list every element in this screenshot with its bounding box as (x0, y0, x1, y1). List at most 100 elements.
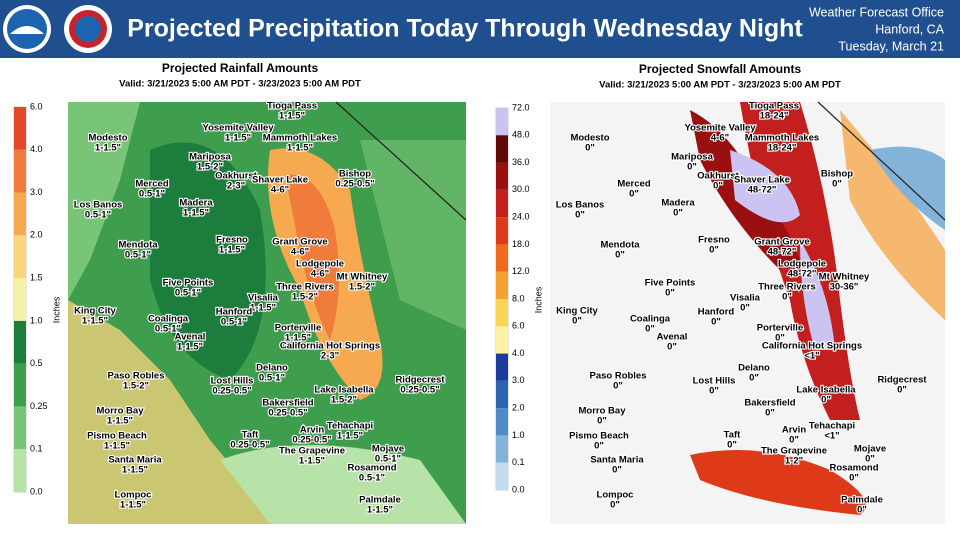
town-amount: 0" (832, 179, 842, 190)
colorbar-swatch (496, 299, 508, 327)
town-amount: 0" (749, 373, 759, 384)
colorbar-swatch (14, 320, 26, 364)
town-amount: 0" (857, 505, 867, 516)
town-name: Hanford (698, 307, 735, 318)
town-amount: 0.5-1" (359, 473, 385, 484)
town-amount: 0" (765, 408, 775, 419)
town-name: Palmdale (359, 495, 401, 506)
town-amount: 0" (740, 303, 750, 314)
town-name: Fresno (216, 235, 248, 246)
colorbar-tick: 8.0 (512, 293, 525, 303)
town-name: Bakersfield (744, 398, 795, 409)
town-amount: 0.5-1" (375, 454, 401, 465)
town-name: Grant Grove (272, 237, 327, 248)
colorbar-tick: 2.0 (30, 230, 43, 240)
colorbar-swatch (14, 107, 26, 150)
town-amount: 0" (713, 181, 723, 192)
town-name: Bishop (339, 169, 371, 180)
colorbar-swatch (14, 278, 26, 321)
town-name: Coalinga (630, 314, 671, 325)
colorbar: 6.0 4.0 3.0 2.0 1.5 1.0 0.5 0.25 0.1 0.0 (13, 101, 48, 496)
town-amount: 0.25-0.5" (268, 408, 307, 419)
town-name: The Grapevine (279, 446, 345, 457)
town-amount: 0" (613, 381, 623, 392)
town-name: Yosemite Valley (684, 123, 756, 134)
town-name: Mammoth Lakes (745, 133, 819, 144)
town-amount: 1-2" (785, 456, 803, 467)
town-amount: 0" (585, 143, 595, 154)
town-name: Grant Grove (754, 237, 809, 248)
town-name: Shaver Lake (252, 175, 308, 186)
town-amount: 0" (687, 162, 697, 173)
town-amount: 0.5-1" (125, 250, 151, 261)
colorbar-swatch (496, 408, 508, 436)
town-name: Five Points (645, 278, 696, 289)
town-amount: 0" (865, 454, 875, 465)
colorbar-swatch (14, 192, 26, 236)
town-amount: 0" (572, 316, 582, 327)
town-amount: 0" (629, 189, 639, 200)
snow-map (550, 101, 946, 524)
map-area (690, 450, 866, 515)
town-name: Pismo Beach (87, 431, 147, 442)
colorbar-swatch (496, 353, 508, 381)
colorbar: 72.0 48.0 36.0 30.0 24.0 18.0 12.0 8.0 6.0 4.0 3.0… (495, 102, 530, 494)
town-amount: 0" (615, 250, 625, 261)
town-name: Los Banos (556, 200, 605, 211)
town-amount: <1" (824, 431, 839, 442)
town-name: Lodgepole (296, 259, 344, 270)
colorbar-tick: 2.0 (512, 403, 525, 413)
town-amount: 2-3" (227, 181, 245, 192)
colorbar-swatch (496, 380, 508, 409)
colorbar-swatch (496, 189, 508, 218)
town-amount: 0" (597, 416, 607, 427)
town-name: The Grapevine (761, 446, 827, 457)
town-amount: 1-1.5" (95, 143, 121, 154)
town-amount: 0" (665, 288, 675, 299)
colorbar-tick: 1.5 (30, 272, 43, 282)
town-amount: 1-1.5" (82, 316, 108, 327)
town-name: Avenal (657, 332, 688, 343)
town-name: Santa Maria (590, 455, 644, 466)
town-name: Lost Hills (211, 376, 254, 387)
panel-valid: Valid: 3/21/2023 5:00 AM PDT - 3/23/2023… (119, 79, 361, 90)
state-line (817, 101, 946, 221)
town-name: Porterville (757, 323, 803, 334)
town-amount: 1-1.5" (367, 505, 393, 516)
town-name: Madera (661, 198, 695, 209)
town-name: Yosemite Valley (202, 123, 274, 134)
town-amount: 1-1.5" (279, 111, 305, 122)
town-name: King City (74, 306, 116, 317)
colorbar-tick: 0.0 (512, 484, 525, 494)
town-name: Pismo Beach (569, 431, 629, 442)
colorbar-tick: 0.0 (30, 486, 43, 496)
town-name: Mariposa (189, 152, 231, 163)
town-name: Oakhurst (215, 171, 258, 182)
town-amount: 1-1.5" (225, 133, 251, 144)
town-amount: 0" (645, 324, 655, 335)
town-name: Lost Hills (693, 376, 736, 387)
map-area (68, 102, 140, 300)
town-name: Mammoth Lakes (263, 133, 337, 144)
town-name: Lake Isabella (314, 385, 374, 396)
town-amount: 0" (673, 208, 683, 219)
town-name: Tioga Pass (267, 101, 317, 112)
nws-logo-inner (75, 16, 101, 42)
header-bar (0, 0, 960, 58)
town-name: Fresno (698, 235, 730, 246)
town-name: Delano (256, 363, 288, 374)
noaa-logo-bird (10, 26, 44, 34)
town-name: Oakhurst (697, 171, 740, 182)
colorbar-swatch (496, 217, 508, 245)
town-amount: 1-1.5" (107, 416, 133, 427)
town-name: Merced (617, 179, 650, 190)
town-name: Paso Robles (107, 371, 164, 382)
map-area (360, 140, 466, 330)
colorbar-swatch (14, 149, 26, 193)
town-amount: 1.5-2" (292, 292, 318, 303)
town-amount: 1-1.5" (122, 465, 148, 476)
town-name: California Hot Springs (762, 341, 862, 352)
town-name: Palmdale (841, 495, 883, 506)
